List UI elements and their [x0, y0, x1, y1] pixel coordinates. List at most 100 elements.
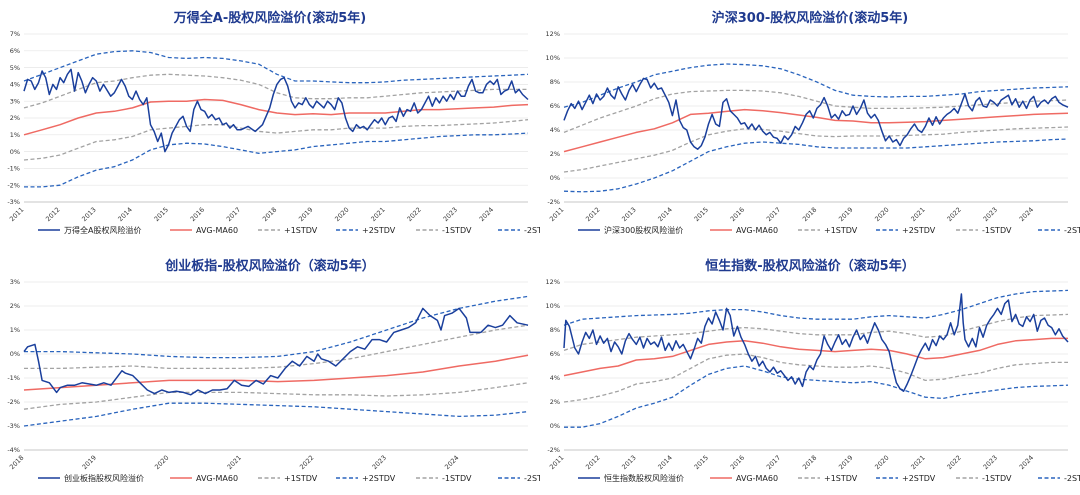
y-tick-label: -3% [7, 198, 20, 206]
legend-label: 创业板指股权风险溢价 [64, 473, 144, 483]
y-tick-label: 4% [10, 81, 20, 89]
x-tick-label: 2013 [620, 206, 637, 223]
series-line-0 [23, 307, 529, 396]
x-tick-label: 2023 [982, 454, 999, 471]
x-tick-label: 2017 [225, 206, 242, 223]
legend-label: -1STDV [982, 226, 1012, 235]
chart-title: 创业板指-股权风险溢价（滚动5年） [164, 258, 374, 274]
y-tick-label: 5% [10, 64, 20, 72]
legend-label: AVG-MA60 [736, 474, 778, 483]
chart-title: 沪深300-股权风险溢价(滚动5年) [712, 10, 908, 26]
x-tick-label: 2012 [584, 454, 601, 471]
x-tick-label: 2018 [261, 206, 278, 223]
x-tick-label: 2018 [801, 454, 818, 471]
x-tick-label: 2022 [405, 206, 422, 223]
x-tick-label: 2022 [945, 206, 962, 223]
legend-label: +1STDV [824, 226, 858, 235]
series-line-4 [23, 119, 529, 161]
series-line-0 [563, 77, 1069, 150]
series-line-4 [23, 382, 529, 410]
x-tick-label: 2020 [153, 454, 170, 471]
y-tick-label: 2% [10, 302, 20, 310]
x-tick-label: 2013 [80, 206, 97, 223]
x-tick-label: 2015 [693, 206, 710, 223]
legend-label: -1STDV [982, 474, 1012, 483]
legend-label: 万得全A股权风险溢价 [64, 225, 141, 235]
series-line-3 [24, 295, 529, 359]
y-tick-label: 3% [10, 278, 20, 286]
x-tick-label: 2020 [873, 454, 890, 471]
x-tick-label: 2019 [837, 206, 854, 223]
y-tick-label: -2% [7, 181, 20, 189]
x-tick-label: 2011 [548, 206, 565, 223]
y-tick-label: -1% [7, 374, 20, 382]
x-tick-label: 2011 [8, 206, 25, 223]
series-line-4 [563, 353, 1068, 403]
y-tick-label: 6% [550, 102, 560, 110]
y-tick-label: 2% [550, 398, 560, 406]
legend-label: -2STDV [1064, 226, 1080, 235]
series-line-2 [23, 73, 528, 109]
x-tick-label: 2017 [765, 454, 782, 471]
chart-svg-chinext: 创业板指-股权风险溢价（滚动5年） -4% -3% -2% -1% 0% 1% 2% 3% 201… [7, 258, 540, 483]
series-line-0 [23, 68, 529, 153]
y-tick-label: 0% [10, 350, 20, 358]
y-tick-label: 4% [550, 126, 560, 134]
x-tick-label: 2021 [226, 454, 243, 471]
x-tick-label: 2019 [81, 454, 98, 471]
y-tick-label: 8% [550, 326, 560, 334]
legend-label: 恒生指数股权风险溢价 [604, 473, 684, 483]
series-line-2 [563, 89, 1069, 134]
y-tick-label: 2% [550, 150, 560, 158]
x-tick-label: 2023 [371, 454, 388, 471]
series-line-1 [23, 98, 529, 136]
y-tick-label: 10% [546, 54, 560, 62]
y-tick-label: 0% [10, 148, 20, 156]
legend-label: 沪深300股权风险溢价 [604, 225, 683, 235]
y-tick-label: 6% [550, 350, 560, 358]
x-tick-label: 2021 [909, 206, 926, 223]
legend-label: +2STDV [902, 474, 936, 483]
series-line-3 [563, 289, 1069, 326]
x-tick-label: 2022 [945, 454, 962, 471]
series-line-5 [564, 365, 1069, 428]
series-line-2 [24, 324, 529, 370]
chart-title: 万得全A-股权风险溢价(滚动5年) [173, 10, 366, 26]
y-tick-label: 3% [10, 97, 20, 105]
y-tick-label: 7% [10, 30, 20, 38]
x-tick-label: 2022 [298, 454, 315, 471]
series-line-3 [23, 50, 529, 84]
y-tick-label: -2% [547, 446, 560, 454]
legend-label: -2STDV [524, 226, 540, 235]
y-tick-label: -2% [547, 198, 560, 206]
legend-label: AVG-MA60 [196, 226, 238, 235]
legend-label: -1STDV [442, 474, 472, 483]
y-tick-label: -2% [7, 398, 20, 406]
chart-panel-csi300: 沪深300-股权风险溢价(滚动5年) -2% 0% 2% 4% 6% 8% 10% 12% 201… [540, 0, 1080, 247]
x-tick-label: 2013 [620, 454, 637, 471]
chart-panel-hang-seng: 恒生指数-股权风险溢价（滚动5年） -2% 0% 2% 4% 6% 8% 10% 12% 2011… [540, 248, 1080, 495]
x-tick-label: 2016 [729, 206, 746, 223]
x-tick-label: 2024 [1018, 454, 1035, 471]
y-tick-label: 6% [10, 47, 20, 55]
x-tick-label: 2023 [442, 206, 459, 223]
series-line-3 [563, 63, 1069, 108]
x-tick-label: 2024 [478, 206, 495, 223]
y-tick-label: 4% [550, 374, 560, 382]
legend-label: -2STDV [1064, 474, 1080, 483]
x-tick-label: 2015 [693, 454, 710, 471]
y-tick-label: 12% [546, 278, 560, 286]
legend-label: +1STDV [284, 474, 318, 483]
legend-label: -1STDV [442, 226, 472, 235]
legend-label: +2STDV [362, 474, 396, 483]
chart-svg-hang-seng: 恒生指数-股权风险溢价（滚动5年） -2% 0% 2% 4% 6% 8% 10% 12% 2011… [546, 258, 1080, 483]
chart-svg-wind-all-a: 万得全A-股权风险溢价(滚动5年) -3% -2% -1% 0% 1% 2% 3% 4% 5% 6%… [7, 10, 540, 235]
series-line-1 [563, 337, 1068, 377]
y-tick-label: 0% [550, 174, 560, 182]
x-tick-label: 2020 [333, 206, 350, 223]
legend-label: AVG-MA60 [736, 226, 778, 235]
y-tick-label: -4% [7, 446, 20, 454]
x-tick-label: 2024 [443, 454, 460, 471]
x-tick-label: 2014 [116, 206, 133, 223]
y-tick-label: 1% [10, 326, 20, 334]
